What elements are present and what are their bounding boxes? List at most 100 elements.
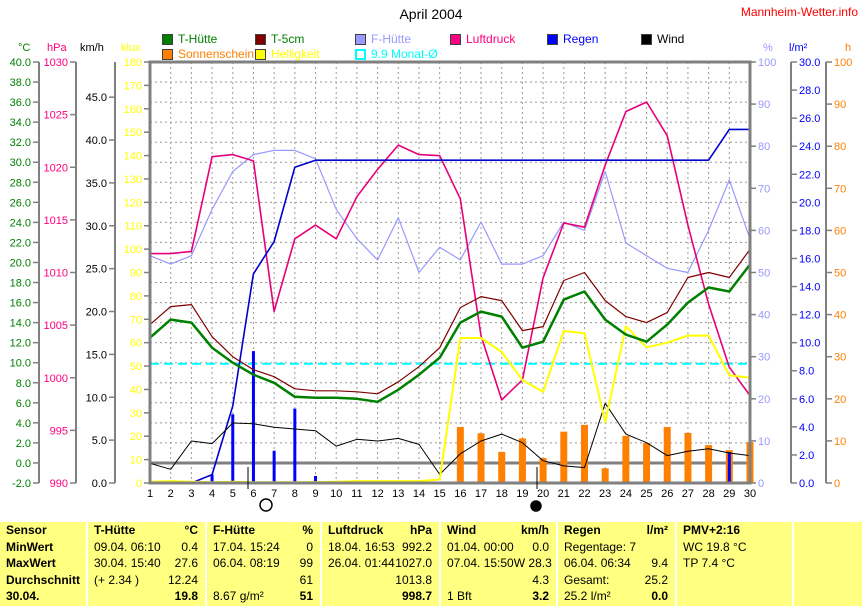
stats-row-f-huette-stats-1: 17.04. 15:24 0 xyxy=(207,539,320,556)
temp-axis-tick-label: 8.0 xyxy=(16,378,31,390)
rain-axis-tick-label: 10.0 xyxy=(799,338,820,350)
legend-label-regen: Regen xyxy=(563,32,599,46)
legend-item-t-huette: T-Hütte xyxy=(162,32,217,46)
pressure-axis-tick-label: 1020 xyxy=(44,162,68,174)
x-axis-day-label: 16 xyxy=(454,488,466,500)
legend-label-t-5cm: T-5cm xyxy=(271,32,305,46)
legend-label-helligkeit: Helligkeit xyxy=(271,47,320,61)
stats-row-wind-stats-4: 1 Bft 3.2 xyxy=(441,588,556,605)
rain-axis-tick-label: 16.0 xyxy=(799,253,820,265)
x-axis-day-label: 10 xyxy=(330,488,342,500)
temp-axis-tick-label: 34.0 xyxy=(10,117,31,129)
stats-cell-label: 25.2 l/m² xyxy=(564,589,611,604)
x-axis-day-label: 5 xyxy=(230,488,236,500)
wind-axis-tick-label: 40.0 xyxy=(86,135,107,147)
humidity-axis-tick-label: 30 xyxy=(758,352,770,364)
sun-axis-tick-label: 80 xyxy=(834,141,846,153)
stats-cell-label: Luftdruck xyxy=(328,523,384,537)
site-link[interactable]: Mannheim-Wetter.info xyxy=(740,5,858,19)
x-axis-day-label: 2 xyxy=(168,488,174,500)
temp-axis-tick-label: 10.0 xyxy=(10,358,31,370)
stats-cell-value: l/m² xyxy=(646,523,668,537)
series-sonnenschein-bar xyxy=(560,431,568,483)
stats-cell-value: 0 xyxy=(306,539,313,554)
x-axis-day-label: 17 xyxy=(475,488,487,500)
humidity-axis-tick-label: 70 xyxy=(758,183,770,195)
stats-cell-value: km/h xyxy=(520,523,549,537)
series-sonnenschein-bar xyxy=(518,438,526,483)
stats-cell-label: 06.04. 06:34 xyxy=(564,556,631,571)
stats-col-regen-stats: Regen l/m² Regentage: 7 06.04. 06:34 9.4 Gesa… xyxy=(558,522,675,606)
series-sonnenschein-bar xyxy=(643,443,651,483)
series-regen-bar xyxy=(251,351,255,483)
sun-axis-tick-label: 100 xyxy=(834,57,852,69)
stats-row-f-huette-stats-4: 8.67 g/m² 51 xyxy=(207,588,320,605)
rain-axis-tick-label: 20.0 xyxy=(799,197,820,209)
legend-swatch-helligkeit xyxy=(255,48,266,60)
temp-axis-tick-label: -2.0 xyxy=(12,478,31,490)
stats-cell-label: Regen xyxy=(564,523,601,537)
humidity-axis-tick-label: 100 xyxy=(758,57,776,69)
x-axis-day-label: 9 xyxy=(312,488,318,500)
legend-label-sonnenschein: Sonnenschein xyxy=(178,47,255,61)
humidity-axis-tick-label: 50 xyxy=(758,268,770,280)
series-sonnenschein-bar xyxy=(684,432,692,483)
stats-cell-label: WC 19.8 °C xyxy=(683,539,747,554)
legend-swatch-f-huette xyxy=(355,33,366,45)
stats-cell-value: 998.7 xyxy=(401,589,432,604)
legend-label-wind: Wind xyxy=(657,32,685,46)
legend-item-t-5cm: T-5cm xyxy=(255,32,304,46)
lux-axis-tick-label: 80 xyxy=(130,291,142,303)
temp-axis-tick-label: 32.0 xyxy=(10,137,31,149)
series-sonnenschein-bar xyxy=(663,427,671,483)
wind-axis-tick-label: 20.0 xyxy=(86,307,107,319)
stats-row-row-labels-4: 30.04. xyxy=(0,588,86,605)
stats-cell-value: % xyxy=(302,523,313,537)
stats-row-t-huette-stats-0: T-Hütte °C xyxy=(88,522,205,539)
stats-row-t-huette-stats-3: (+ 2.34 ) 12.24 xyxy=(88,572,205,589)
stats-row-regen-stats-1: Regentage: 7 xyxy=(558,539,675,556)
x-axis-day-label: 22 xyxy=(578,488,590,500)
x-axis-day-label: 15 xyxy=(434,488,446,500)
pressure-axis-tick-label: 1005 xyxy=(44,320,68,332)
series-regen-bar xyxy=(272,450,276,483)
stats-cell-value: 1027.0 xyxy=(395,556,432,571)
sun-axis-tick-label: 30 xyxy=(834,352,846,364)
stats-row-t-huette-stats-4: 19.8 xyxy=(88,588,205,605)
stats-cell-value: 9.4 xyxy=(651,556,668,571)
stats-cell-label: Wind xyxy=(447,523,477,537)
series-luftdruck-line xyxy=(150,101,751,401)
stats-col-empty-col xyxy=(794,522,862,606)
stats-row-luftdruck-stats-3: 1013.8 xyxy=(322,572,439,589)
temp-axis-tick-label: 36.0 xyxy=(10,97,31,109)
wind-axis-tick-label: 45.0 xyxy=(86,92,107,104)
temp-axis-tick-label: 40.0 xyxy=(10,57,31,69)
stats-row-wind-stats-2: 07.04. 15:50 W 28.3 xyxy=(441,555,556,572)
stats-cell-value: 1013.8 xyxy=(395,572,432,587)
stats-cell-value: 12.24 xyxy=(167,572,198,587)
stats-cell-label: Gesamt: xyxy=(564,572,610,587)
legend-swatch-wind xyxy=(641,33,652,45)
series-sonnenschein-bar xyxy=(539,458,547,483)
temp-axis-tick-label: 38.0 xyxy=(10,77,31,89)
temp-axis-tick-label: 18.0 xyxy=(10,278,31,290)
legend-label-monat-avg: 9.9 Monat-Ø xyxy=(371,47,438,61)
wind-axis-tick-label: 15.0 xyxy=(86,349,107,361)
pressure-axis-tick-label: 1030 xyxy=(44,57,68,69)
stats-cell-label: 8.67 g/m² xyxy=(213,589,264,604)
temp-axis-tick-label: 24.0 xyxy=(10,217,31,229)
lux-axis-tick-label: 130 xyxy=(124,174,142,186)
page-title: April 2004 xyxy=(399,6,463,22)
x-axis-day-label: 1 xyxy=(147,488,153,500)
x-axis-day-label: 20 xyxy=(537,488,549,500)
lux-axis-tick-label: 170 xyxy=(124,80,142,92)
temp-axis-tick-label: 14.0 xyxy=(10,318,31,330)
new-moon-marker xyxy=(530,500,542,512)
stats-cell-value: 99 xyxy=(299,556,313,571)
wind-axis-tick-label: 35.0 xyxy=(86,178,107,190)
stats-row-t-huette-stats-2: 30.04. 15:40 27.6 xyxy=(88,555,205,572)
x-axis-day-label: 21 xyxy=(558,488,570,500)
x-axis-day-label: 14 xyxy=(413,488,425,500)
wind-axis-unit-label: km/h xyxy=(80,42,104,54)
rain-axis-tick-label: 26.0 xyxy=(799,113,820,125)
